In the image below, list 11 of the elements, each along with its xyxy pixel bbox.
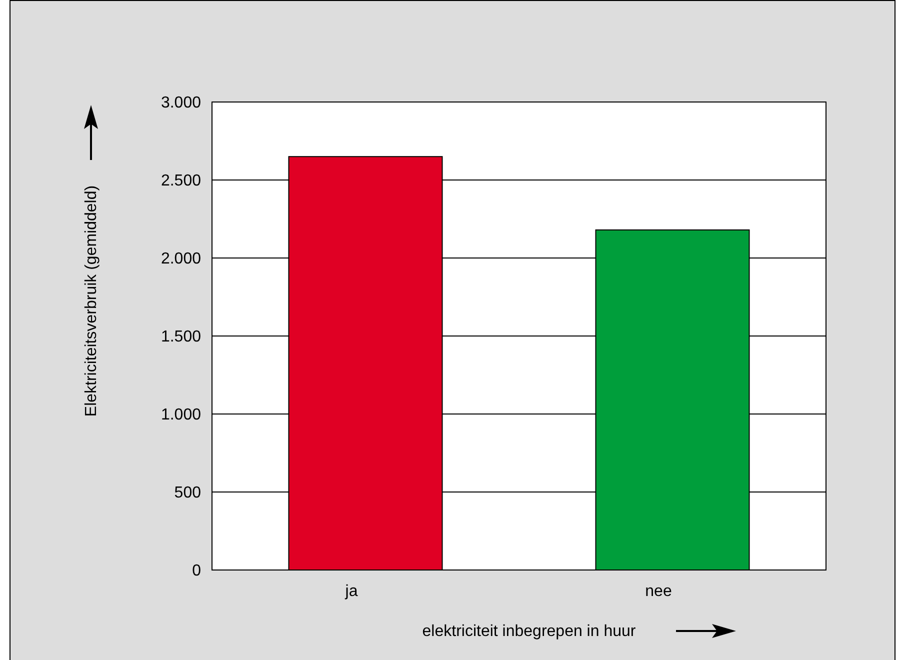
x-axis-title: elektriciteit inbegrepen in huur bbox=[422, 623, 636, 640]
y-tick-label: 1.000 bbox=[160, 406, 202, 424]
y-tick-label: 500 bbox=[174, 484, 202, 502]
y-axis-title: Elektriciteitsverbruik (gemiddeld) bbox=[83, 185, 100, 417]
y-tick-label: 3.000 bbox=[160, 94, 202, 112]
x-tick-label: nee bbox=[645, 583, 672, 600]
y-tick-label: 1.500 bbox=[160, 328, 202, 346]
y-tick-label: 2.000 bbox=[160, 250, 202, 268]
y-tick-label: 2.500 bbox=[160, 172, 202, 190]
x-tick-label: ja bbox=[344, 583, 358, 600]
y-tick-label: 0 bbox=[192, 562, 202, 580]
